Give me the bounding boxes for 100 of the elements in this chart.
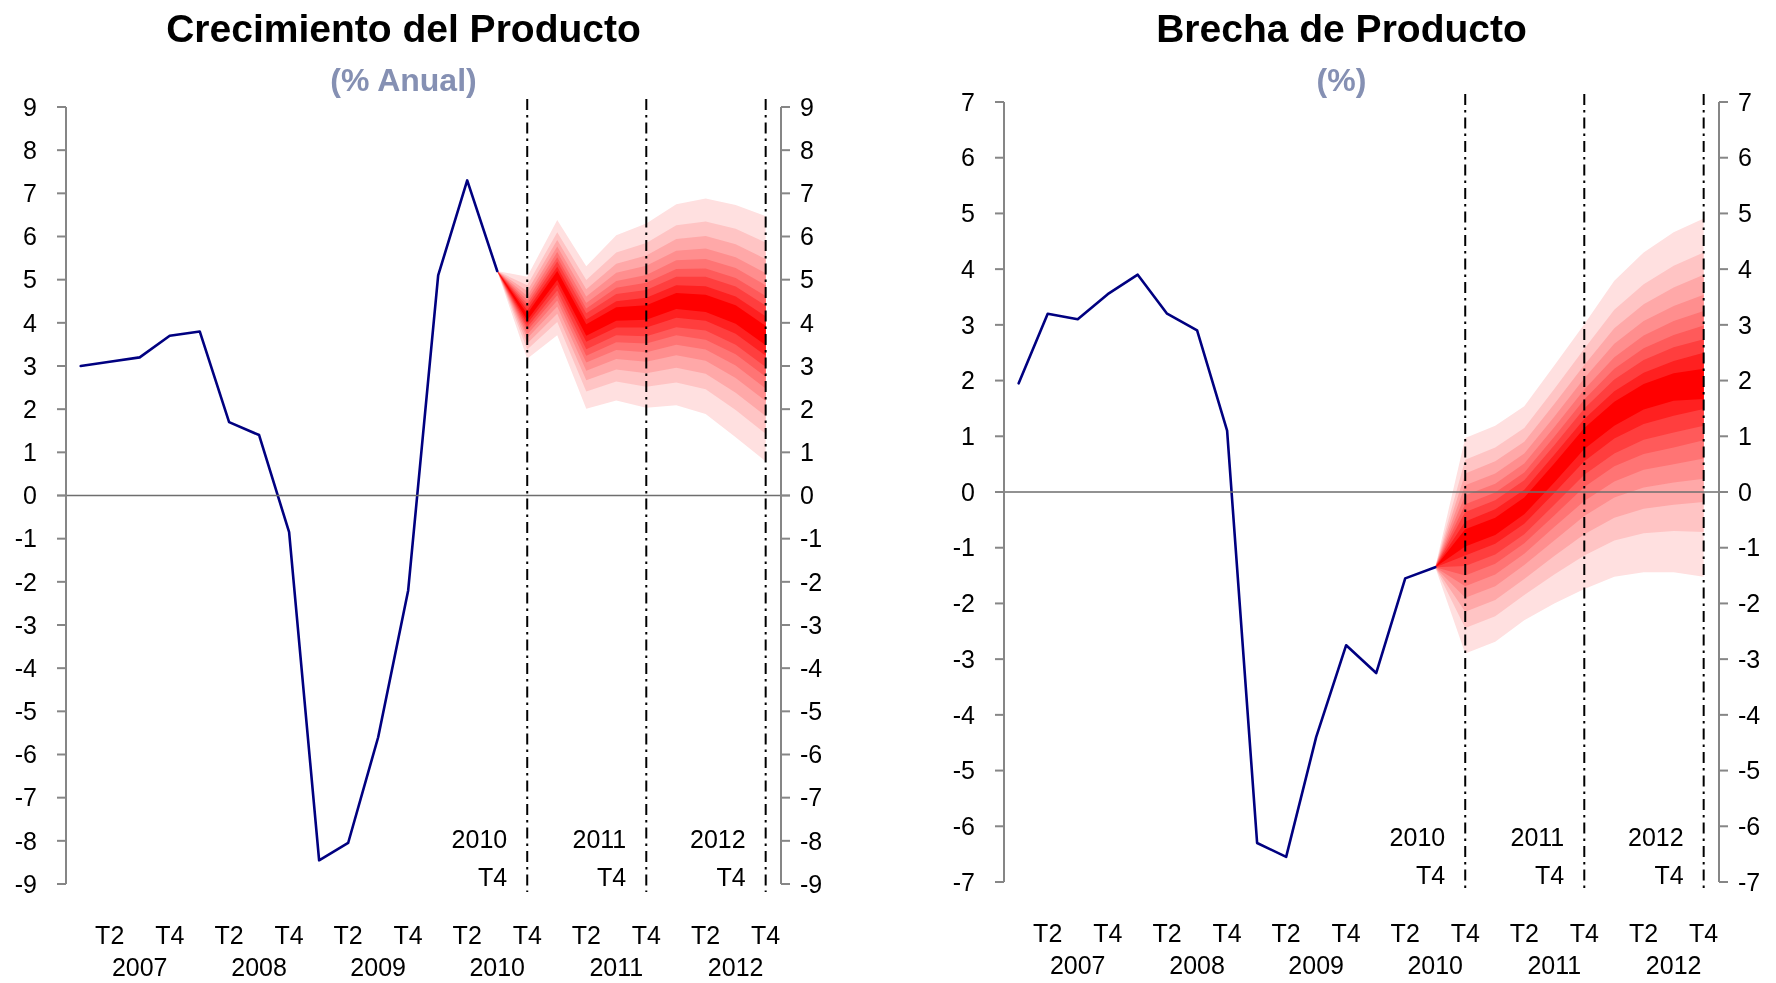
y-tick-label: 5: [961, 199, 975, 228]
y-tick-label: 6: [961, 143, 975, 172]
x-tick-label: T2: [1390, 919, 1420, 947]
y-tick-label: 2: [23, 394, 37, 423]
y2-tick-label: -6: [800, 740, 823, 769]
ref-line-label: 2012 T4: [690, 825, 746, 891]
y-tick-label: 3: [23, 351, 37, 380]
y2-tick-label: 1: [800, 438, 814, 467]
x-tick-label: T2: [214, 921, 244, 949]
x-tick-label: T4: [274, 921, 304, 949]
x-tick-label: T4: [751, 921, 781, 949]
text: 2008: [1169, 951, 1225, 979]
x-tick-label: T4: [1689, 919, 1719, 947]
x-tick-label: T2: [1033, 919, 1063, 947]
y2-tick-label: 0: [1738, 477, 1752, 506]
text: 2010: [1407, 951, 1464, 979]
y-tick-label: 0: [961, 477, 975, 506]
y2-tick-label: -3: [800, 610, 823, 639]
y2-tick-label: -8: [800, 826, 823, 855]
y2-tick-label: 2: [800, 394, 814, 423]
y2-tick-label: -7: [800, 783, 823, 812]
y2-tick-label: 2: [1738, 366, 1752, 395]
y-tick-label: -3: [952, 644, 975, 673]
y-tick-label: -5: [14, 697, 37, 726]
y2-tick-label: 7: [1738, 87, 1752, 116]
x-tick-label: T2: [571, 921, 601, 949]
y2-tick-label: 5: [800, 265, 814, 294]
y2-tick-label: -2: [800, 567, 823, 596]
y2-tick-label: 6: [1738, 143, 1752, 172]
y2-tick-label: -1: [800, 524, 823, 553]
x-tick-label: T2: [1629, 919, 1659, 947]
y2-tick-label: -2: [1738, 589, 1761, 618]
y-tick-label: -9: [14, 869, 37, 898]
ref-line-label: 2012 T4: [1628, 823, 1684, 889]
text: 2008: [231, 953, 287, 981]
y-tick-label: 7: [23, 179, 37, 208]
y-tick-label: -1: [952, 533, 975, 562]
y-tick-label: -7: [14, 783, 37, 812]
y-tick-label: 3: [961, 310, 975, 339]
y2-tick-label: 7: [800, 179, 814, 208]
y-tick-label: 2: [961, 366, 975, 395]
y2-tick-label: 4: [1738, 254, 1752, 283]
y2-tick-label: 8: [800, 135, 814, 164]
x-tick-label: T2: [1271, 919, 1301, 947]
y-tick-label: -7: [952, 867, 975, 896]
y2-tick-label: -6: [1738, 812, 1761, 841]
y-tick-label: 1: [961, 422, 975, 451]
x-tick-label: T4: [393, 921, 423, 949]
y-tick-label: 1: [23, 438, 37, 467]
y-tick-label: -2: [14, 567, 37, 596]
x-tick-label: T2: [333, 921, 363, 949]
x-tick-label: T4: [512, 921, 542, 949]
text: 2011: [589, 953, 644, 981]
x-tick-label: T2: [452, 921, 482, 949]
ref-line-label: 2011 T4: [572, 825, 627, 891]
y-tick-label: -5: [952, 756, 975, 785]
text: 2010: [469, 953, 526, 981]
y2-tick-label: -1: [1738, 533, 1761, 562]
text: 2007: [111, 953, 168, 981]
x-tick-label: T4: [1212, 919, 1242, 947]
x-tick-label: T4: [1569, 919, 1599, 947]
ref-line-label: 2010 T4: [1389, 823, 1446, 889]
y2-tick-label: 9: [800, 92, 814, 121]
y2-tick-label: -3: [1738, 644, 1761, 673]
y2-tick-label: -5: [1738, 756, 1761, 785]
ref-line-label: 2011 T4: [1510, 823, 1565, 889]
chart-title: Brecha de Producto: [1156, 7, 1527, 50]
y2-tick-label: -4: [800, 653, 823, 682]
y2-tick-label: 5: [1738, 199, 1752, 228]
x-tick-label: T4: [1331, 919, 1361, 947]
text: 2009: [1288, 951, 1344, 979]
y-tick-label: -3: [14, 610, 37, 639]
y2-tick-label: 3: [800, 351, 814, 380]
y2-tick-label: 0: [800, 481, 814, 510]
x-tick-label: T4: [631, 921, 661, 949]
chart-title: Crecimiento del Producto: [166, 7, 641, 50]
y2-tick-label: -7: [1738, 867, 1761, 896]
y-tick-label: -1: [14, 524, 37, 553]
text: 2007: [1049, 951, 1106, 979]
y-tick-label: 4: [961, 254, 976, 283]
y-tick-label: -6: [14, 740, 37, 769]
y-tick-label: 9: [23, 92, 37, 121]
y-tick-label: -4: [14, 653, 38, 682]
y-tick-label: 8: [23, 135, 37, 164]
x-tick-label: T4: [1093, 919, 1123, 947]
y2-tick-label: -4: [1738, 700, 1761, 729]
x-tick-label: T2: [691, 921, 721, 949]
y-tick-label: 4: [23, 308, 38, 337]
text: 2011: [1527, 951, 1582, 979]
ref-line-label: 2010 T4: [451, 825, 508, 891]
y2-tick-label: 3: [1738, 310, 1752, 339]
y2-tick-label: -9: [800, 869, 823, 898]
y-tick-label: 6: [23, 222, 37, 251]
text: 2009: [350, 953, 406, 981]
y2-tick-label: 4: [800, 308, 814, 337]
x-tick-label: T4: [155, 921, 185, 949]
chart-subtitle: (%): [1316, 62, 1367, 98]
y2-tick-label: 1: [1738, 422, 1752, 451]
y-tick-label: 7: [961, 87, 975, 116]
y-tick-label: -4: [952, 700, 976, 729]
